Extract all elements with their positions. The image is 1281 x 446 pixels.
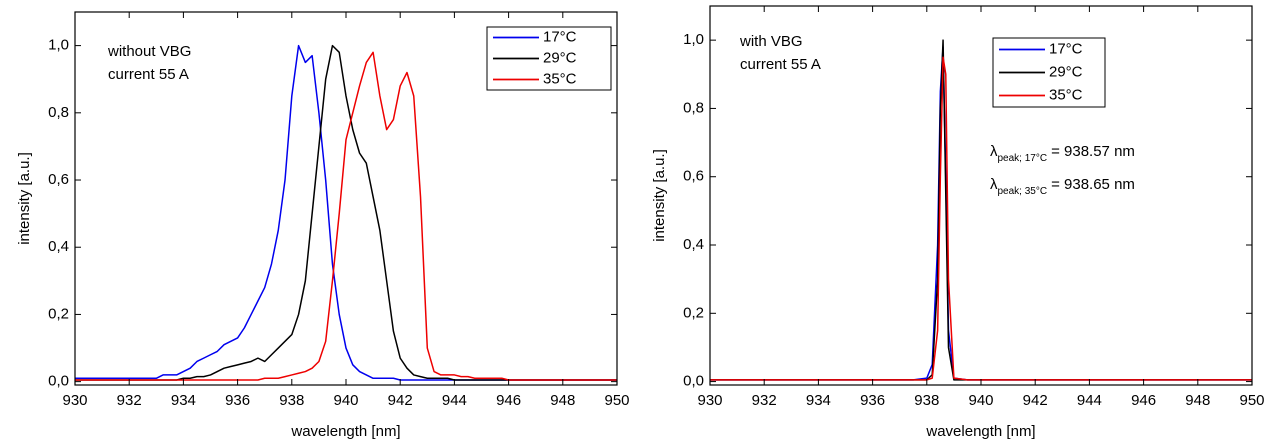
y-tick-label: 0,8 bbox=[683, 99, 704, 116]
subscript: peak; 17°C bbox=[998, 153, 1048, 164]
x-tick-label: 936 bbox=[225, 392, 250, 409]
x-tick-label: 946 bbox=[496, 392, 521, 409]
y-tick-label: 0,0 bbox=[683, 373, 704, 390]
annotation: with VBG bbox=[739, 33, 803, 50]
x-axis-label: wavelength [nm] bbox=[290, 423, 400, 440]
data-line bbox=[75, 44, 617, 381]
x-tick-label: 940 bbox=[333, 392, 358, 409]
x-tick-label: 932 bbox=[752, 392, 777, 409]
y-tick-label: 0,4 bbox=[48, 238, 69, 255]
x-tick-label: 930 bbox=[62, 392, 87, 409]
data-line bbox=[710, 56, 1252, 381]
value-text: = 938.57 nm bbox=[1051, 143, 1135, 160]
symbol: λ bbox=[990, 176, 998, 193]
peak-annotation: λpeak; 35°C = 938.65 nm bbox=[990, 176, 1135, 197]
data-line bbox=[710, 39, 1252, 381]
plot-frame bbox=[709, 5, 1253, 386]
x-tick-label: 950 bbox=[1239, 392, 1264, 409]
legend-label: 35°C bbox=[543, 70, 577, 87]
x-tick-label: 938 bbox=[279, 392, 304, 409]
y-tick-label: 1,0 bbox=[48, 37, 69, 54]
x-tick-label: 946 bbox=[1131, 392, 1156, 409]
peak-annotation: λpeak; 17°C = 938.57 nm bbox=[990, 143, 1135, 164]
y-tick-label: 0,6 bbox=[683, 168, 704, 185]
x-tick-label: 930 bbox=[697, 392, 722, 409]
y-tick-label: 0,8 bbox=[48, 104, 69, 121]
x-tick-label: 934 bbox=[806, 392, 831, 409]
x-tick-label: 934 bbox=[171, 392, 196, 409]
subscript: peak; 35°C bbox=[998, 186, 1048, 197]
y-tick-label: 0,4 bbox=[683, 236, 704, 253]
x-axis-label: wavelength [nm] bbox=[925, 423, 1035, 440]
y-axis-label: intensity [a.u.] bbox=[16, 152, 33, 245]
legend-label: 29°C bbox=[1049, 63, 1083, 80]
annotation: current 55 A bbox=[740, 56, 821, 73]
data-line bbox=[710, 46, 1252, 381]
value-text: = 938.65 nm bbox=[1051, 176, 1135, 193]
annotation: without VBG bbox=[107, 43, 191, 60]
data-line bbox=[75, 51, 617, 381]
legend-label: 17°C bbox=[543, 28, 577, 45]
x-tick-label: 950 bbox=[604, 392, 629, 409]
legend-label: 17°C bbox=[1049, 40, 1083, 57]
y-tick-label: 0,0 bbox=[48, 373, 69, 390]
symbol: λ bbox=[990, 143, 998, 160]
annotation: current 55 A bbox=[108, 66, 189, 83]
x-tick-label: 948 bbox=[550, 392, 575, 409]
x-tick-label: 948 bbox=[1185, 392, 1210, 409]
y-axis-label: intensity [a.u.] bbox=[651, 149, 668, 242]
plot-area bbox=[75, 44, 617, 381]
x-tick-label: 944 bbox=[1077, 392, 1102, 409]
x-tick-label: 940 bbox=[968, 392, 993, 409]
x-tick-label: 942 bbox=[1023, 392, 1048, 409]
x-tick-label: 932 bbox=[117, 392, 142, 409]
legend-label: 29°C bbox=[543, 49, 577, 66]
plot-frame bbox=[74, 11, 618, 386]
y-tick-label: 0,2 bbox=[683, 304, 704, 321]
legend-label: 35°C bbox=[1049, 86, 1083, 103]
x-tick-label: 942 bbox=[388, 392, 413, 409]
y-tick-label: 1,0 bbox=[683, 31, 704, 48]
x-tick-label: 944 bbox=[442, 392, 467, 409]
x-tick-label: 936 bbox=[860, 392, 885, 409]
y-tick-label: 0,6 bbox=[48, 171, 69, 188]
plot-area bbox=[710, 39, 1252, 381]
x-tick-label: 938 bbox=[914, 392, 939, 409]
y-tick-label: 0,2 bbox=[48, 305, 69, 322]
